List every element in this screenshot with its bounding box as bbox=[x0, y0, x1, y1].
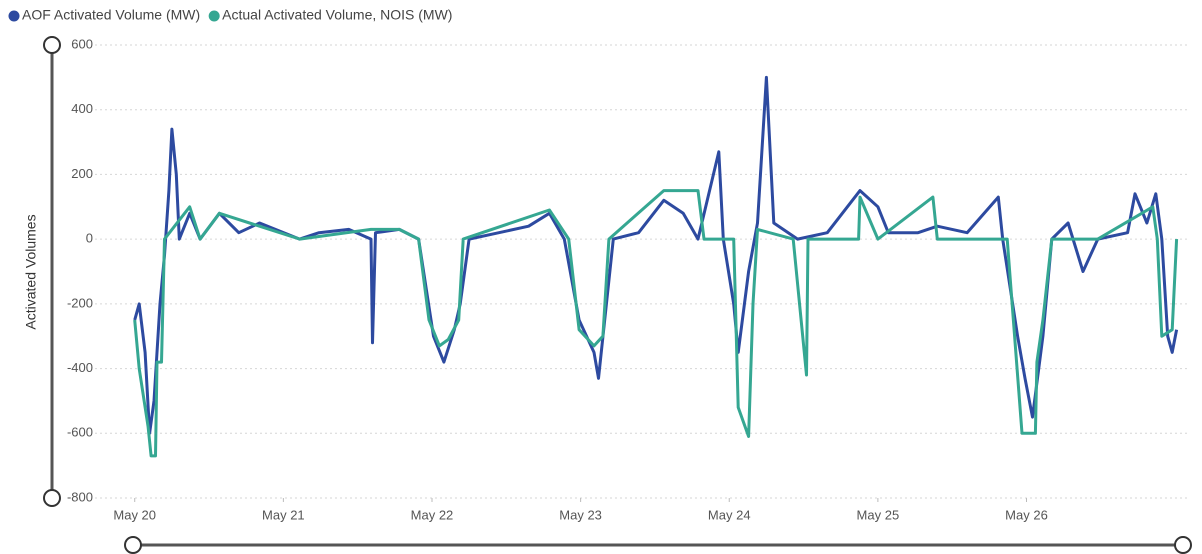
x-tick-label: May 20 bbox=[113, 507, 156, 522]
x-tick-label: May 22 bbox=[411, 507, 454, 522]
y-slider[interactable] bbox=[43, 36, 61, 507]
y-tick-label: 0 bbox=[86, 231, 93, 246]
y-tick-label: -200 bbox=[67, 295, 93, 310]
x-tick-label: May 26 bbox=[1005, 507, 1048, 522]
slider-handle[interactable] bbox=[43, 36, 61, 54]
slider-handle[interactable] bbox=[1174, 536, 1192, 554]
legend-label: Actual Activated Volume, NOIS (MW) bbox=[222, 7, 452, 23]
x-tick-label: May 21 bbox=[262, 507, 305, 522]
y-tick-label: -800 bbox=[67, 489, 93, 504]
series-line bbox=[133, 189, 1179, 458]
x-slider[interactable] bbox=[124, 536, 1192, 554]
x-tick-label: May 25 bbox=[857, 507, 900, 522]
slider-handle[interactable] bbox=[124, 536, 142, 554]
y-tick-label: 600 bbox=[71, 36, 93, 51]
legend-marker bbox=[208, 10, 220, 22]
slider-handle[interactable] bbox=[43, 489, 61, 507]
y-axis-label: Activated Volumes bbox=[23, 214, 39, 329]
x-tick-label: May 23 bbox=[559, 507, 602, 522]
series-line bbox=[133, 75, 1179, 435]
y-tick-label: 400 bbox=[71, 101, 93, 116]
y-tick-label: 200 bbox=[71, 166, 93, 181]
y-tick-label: -400 bbox=[67, 360, 93, 375]
legend-label: AOF Activated Volume (MW) bbox=[22, 7, 200, 23]
legend-marker bbox=[8, 10, 20, 22]
y-tick-label: -600 bbox=[67, 425, 93, 440]
x-tick-label: May 24 bbox=[708, 507, 751, 522]
